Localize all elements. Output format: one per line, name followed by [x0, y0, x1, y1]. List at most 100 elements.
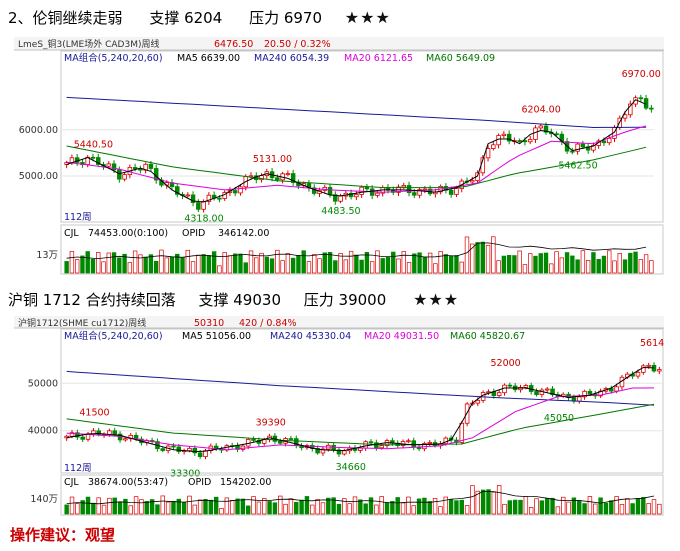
shfe-volume-bar	[550, 497, 555, 515]
lme-note-5131: 5131.00	[253, 154, 292, 165]
shfe-ma-group: MA组合(5,240,20,60)	[64, 330, 163, 342]
lme-volume-bar	[96, 252, 101, 274]
lme-volume-bar	[153, 260, 159, 274]
shfe-copper-chart[interactable]: 沪铜1712(SHME cu1712)周线 50310 420 / 0.84% …	[14, 316, 670, 516]
lme-volume-bar	[317, 258, 322, 274]
shfe-volume-bar	[363, 503, 368, 515]
lme-annotations: 5440.50 5131.00 4318.00 4483.50 6204.00 …	[74, 69, 661, 225]
shfe-volume-bar	[96, 497, 101, 515]
lme-note-5462: 5462.50	[558, 161, 597, 172]
shfe-note-39390: 39390	[256, 418, 286, 429]
lme-volume-bar	[375, 250, 380, 274]
lme-ma5-legend: MA5 6639.00	[177, 53, 240, 64]
lme-ma60-legend: MA60 5649.09	[426, 53, 495, 64]
shfe-volume-bar	[502, 503, 507, 515]
section1-resistance: 压力 6970	[249, 9, 323, 27]
lme-volume-bar	[275, 249, 280, 274]
lme-volume-bar	[206, 255, 212, 274]
lme-volume-bar	[396, 258, 401, 274]
lme-volume-bar	[117, 257, 122, 274]
lme-volume-bar	[464, 236, 470, 274]
shfe-volume-bar	[390, 501, 395, 515]
lme-copper-chart[interactable]: LmeS_铜3(LME场外 CAD3M)周线 6476.50 20.50 / 0…	[14, 37, 664, 275]
shfe-ma20-line	[66, 387, 655, 451]
lme-copper-chart-svg: LmeS_铜3(LME场外 CAD3M)周线 6476.50 20.50 / 0…	[14, 37, 664, 275]
lme-volume-bar	[528, 253, 533, 274]
lme-volume-bar	[248, 250, 254, 274]
lme-volume-bar	[522, 264, 528, 274]
shfe-note-56140: 56140	[640, 338, 664, 349]
lme-volume-bar	[296, 255, 301, 274]
lme-note-5440: 5440.50	[74, 140, 113, 151]
shfe-volume-bar	[320, 502, 326, 515]
lme-candle	[185, 192, 191, 198]
lme-cjl-value: 74453.00(0:100)	[88, 228, 168, 239]
lme-volume-bar	[111, 252, 117, 274]
lme-volume-bar	[633, 251, 638, 274]
shfe-y-tick-40000: 40000	[28, 426, 58, 437]
lme-volume-bar	[106, 252, 111, 274]
shfe-volume-bar	[422, 497, 427, 515]
lme-volume-bar	[649, 260, 654, 274]
lme-y-axis: 6000.00 5000.00	[19, 125, 58, 182]
lme-volume-bar	[459, 261, 464, 274]
shfe-candle	[657, 366, 662, 375]
shfe-y-tick-50000: 50000	[28, 378, 58, 389]
lme-volume-bar	[180, 257, 185, 274]
shfe-volume-bar	[614, 496, 619, 515]
shfe-volume-bar	[336, 503, 342, 515]
lme-candle	[95, 153, 101, 167]
shfe-volume-bar	[539, 500, 545, 515]
section1-support: 支撑 6204	[149, 9, 223, 27]
section1-heading: 2、伦铜继续走弱 支撑 6204 压力 6970 ★★★	[8, 7, 391, 28]
shfe-volume-bar	[101, 504, 107, 515]
shfe-volume-bar	[181, 501, 187, 515]
shfe-volume-bar	[133, 496, 139, 515]
lme-candle	[138, 165, 143, 174]
lme-volume-bar	[90, 258, 96, 274]
lme-candle	[206, 192, 212, 205]
shfe-volume-bar	[470, 485, 475, 515]
lme-candle	[122, 172, 127, 182]
shfe-volume-bar	[160, 495, 165, 515]
shfe-candle	[171, 443, 176, 450]
shfe-volume-bar	[657, 503, 662, 515]
shfe-ma5-legend: MA5 51056.00	[182, 331, 251, 342]
shfe-volume-bar	[203, 499, 208, 515]
shfe-volume-bar	[587, 496, 593, 515]
shfe-period: 112周	[64, 463, 92, 474]
shfe-volume-bar	[107, 497, 112, 515]
lme-volume-bar	[433, 263, 438, 274]
lme-volume-bar	[122, 253, 127, 274]
lme-ma5-line	[66, 99, 647, 203]
shfe-volume-bars	[64, 485, 662, 515]
lme-volume-bar	[196, 254, 201, 274]
lme-volume-bar	[533, 255, 538, 274]
shfe-candle	[251, 436, 256, 443]
lme-volume-bar	[538, 253, 543, 274]
lme-ma240-line	[66, 96, 647, 129]
shfe-volume-bar	[496, 485, 502, 515]
shfe-volume-bar	[310, 504, 315, 515]
shfe-volume-bar	[486, 489, 491, 515]
shfe-volume-bar	[128, 505, 133, 515]
lme-volume-bar	[148, 254, 154, 274]
shfe-volume-bar	[464, 505, 470, 515]
shfe-ma-lines	[66, 366, 655, 453]
lme-symbol: LmeS_铜3(LME场外 CAD3M)周线	[18, 38, 159, 50]
lme-opid-label: OPID	[182, 228, 205, 239]
lme-note-6970: 6970.00	[622, 69, 661, 80]
lme-volume-bar	[485, 244, 491, 274]
lme-volume-bar	[506, 255, 512, 274]
shfe-volume-bar	[411, 505, 416, 515]
shfe-volume-bar	[75, 503, 80, 515]
lme-volume-bar	[211, 251, 217, 274]
shfe-volume-bar	[245, 505, 251, 515]
lme-opid-line	[66, 242, 647, 260]
lme-candle	[506, 130, 512, 145]
shfe-volume-bar	[240, 498, 246, 515]
shfe-candle	[80, 434, 85, 442]
shfe-volume-bar	[139, 499, 144, 515]
lme-candle	[285, 170, 291, 177]
shfe-candle	[534, 388, 539, 397]
